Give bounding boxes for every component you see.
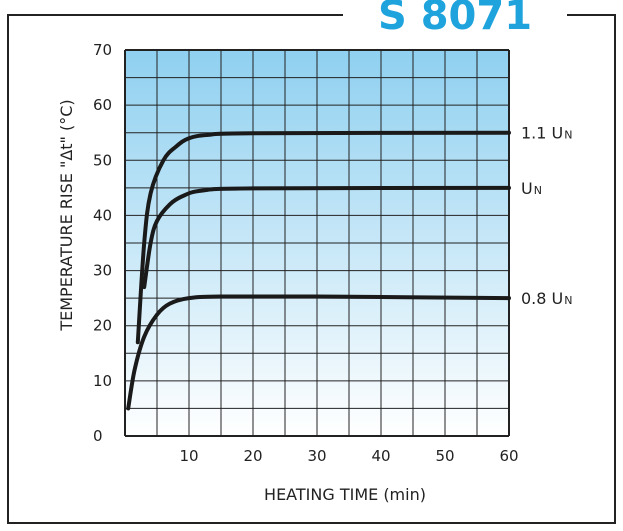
- x-tick-label: 20: [243, 447, 262, 465]
- series-label-0: 1.1 UN: [521, 124, 572, 143]
- series-labels: 1.1 UN UN 0.8 UN: [521, 124, 572, 308]
- y-tick-label: 50: [93, 151, 112, 169]
- x-tick-label: 50: [435, 447, 454, 465]
- series-label-1: UN: [521, 179, 542, 198]
- outer-border: [7, 14, 616, 524]
- series-label-2: 0.8 UN: [521, 289, 572, 308]
- y-tick-label: 60: [93, 96, 112, 114]
- y-tick-label: 20: [93, 317, 112, 335]
- x-tick-label: 10: [179, 447, 198, 465]
- y-tick-label: 40: [93, 206, 112, 224]
- x-axis-ticks: 10 20 30 40 50 60: [179, 447, 518, 465]
- chart-title: S 8071: [378, 0, 532, 39]
- x-tick-label: 60: [499, 447, 518, 465]
- y-axis-title: TEMPERATURE RISE "Δt" (°C): [57, 99, 76, 331]
- series-line-2: [126, 294, 511, 411]
- series-line-1: [142, 185, 511, 290]
- y-tick-label: 30: [93, 262, 112, 280]
- y-axis-ticks: 0 10 20 30 40 50 60 70: [93, 41, 112, 445]
- y-tick-label: 10: [93, 372, 112, 390]
- y-tick-label: 70: [93, 41, 112, 59]
- x-tick-label: 30: [307, 447, 326, 465]
- curves: [126, 130, 511, 411]
- x-axis-title: HEATING TIME (min): [264, 485, 426, 504]
- series-line-0: [135, 130, 511, 345]
- x-tick-label: 40: [371, 447, 390, 465]
- y-tick-label: 0: [93, 427, 103, 445]
